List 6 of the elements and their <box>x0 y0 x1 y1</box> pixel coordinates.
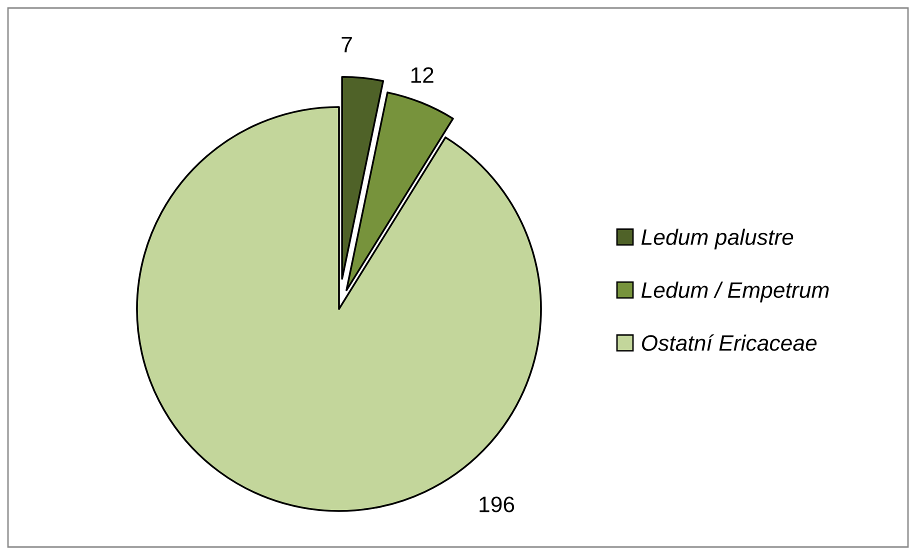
data-label: 196 <box>480 496 514 512</box>
data-label: 12 <box>411 67 434 83</box>
legend-label: Ledum palustre <box>641 228 794 250</box>
legend-label: Ledum / Empetrum <box>641 282 829 302</box>
legend-label: Ostatní Ericaceae <box>642 334 817 351</box>
data-label: 7 <box>342 36 352 52</box>
